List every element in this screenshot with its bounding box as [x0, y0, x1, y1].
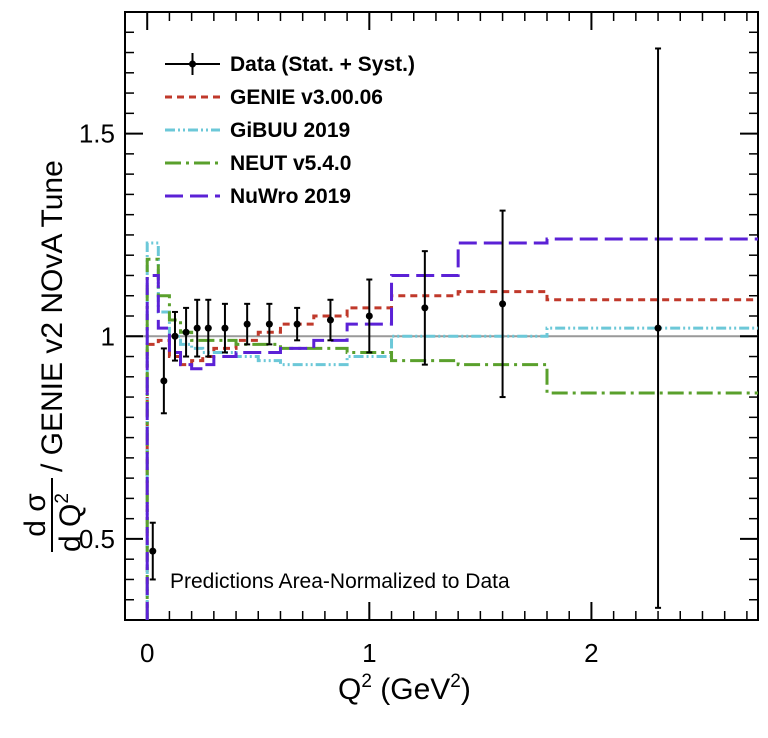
- data-point: [193, 324, 201, 332]
- data-point: [265, 320, 273, 328]
- legend-swatch-marker: [189, 60, 196, 68]
- legend-label-3: NEUT v5.4.0: [230, 152, 351, 175]
- legend-label-0: Data (Stat. + Syst.): [230, 53, 415, 76]
- data-point: [171, 332, 179, 340]
- y-axis-rest: / GENIE v2 NOvA Tune: [36, 160, 69, 472]
- data-point: [204, 324, 212, 332]
- legend-label-2: GiBUU 2019: [230, 119, 350, 142]
- data-point: [499, 300, 507, 308]
- series-line-4: [145, 237, 758, 620]
- legend-label-1: GENIE v3.00.06: [230, 86, 383, 109]
- data-point: [293, 320, 301, 328]
- data-point: [160, 377, 168, 385]
- data-point: [365, 312, 373, 320]
- plot-frame: [124, 11, 759, 621]
- x-tick-label: 1: [362, 638, 376, 668]
- data-point: [654, 324, 662, 332]
- prediction-series: [145, 237, 758, 620]
- data-point: [243, 320, 251, 328]
- x-tick-label: 2: [584, 638, 598, 668]
- y-axis-title: d σ d Q2 / GENIE v2 NOvA Tune: [19, 160, 87, 552]
- legend: Data (Stat. + Syst.) GENIE v3.00.06 GiBUU …: [165, 53, 415, 208]
- y-axis-numerator: d σ: [19, 493, 52, 537]
- data-point: [149, 547, 157, 555]
- data-point: [182, 328, 190, 336]
- axis-ticks: 0 1 2 0.5 1 1.5: [79, 12, 758, 668]
- series-line-3: [145, 257, 758, 620]
- x-tick-label: 0: [140, 638, 154, 668]
- y-tick-label: 1.5: [79, 119, 115, 149]
- data-point: [326, 316, 334, 324]
- data-point: [421, 304, 429, 312]
- y-tick-label: 1: [101, 321, 115, 351]
- data-points: [149, 47, 662, 609]
- y-axis-denominator: d Q2: [52, 493, 87, 552]
- y-tick-label: 0.5: [79, 524, 115, 554]
- x-axis-title: Q2 (GeV2): [338, 671, 471, 706]
- data-point: [221, 324, 229, 332]
- legend-label-4: NuWro 2019: [230, 185, 351, 208]
- annotation-text: Predictions Area-Normalized to Data: [170, 570, 510, 593]
